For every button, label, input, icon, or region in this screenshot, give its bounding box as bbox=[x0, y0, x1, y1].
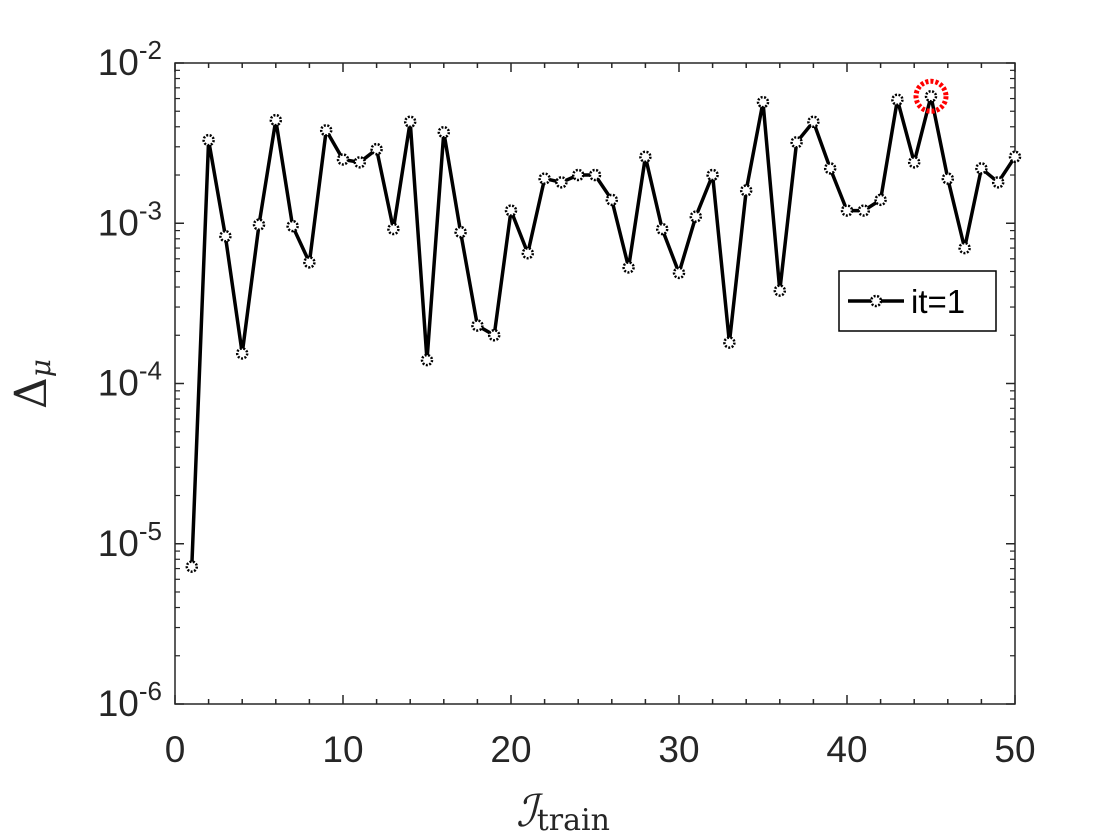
x-tick-label: 10 bbox=[322, 729, 363, 770]
data-point bbox=[555, 176, 568, 189]
y-tick-label: 10-6 bbox=[98, 676, 162, 724]
data-point bbox=[521, 246, 535, 260]
data-point bbox=[387, 222, 400, 236]
data-point bbox=[487, 329, 501, 342]
data-point bbox=[991, 176, 1005, 189]
x-tick-label: 20 bbox=[490, 729, 531, 770]
highlight-marker bbox=[913, 78, 949, 114]
axis-ticks bbox=[174, 62, 1016, 705]
data-point bbox=[454, 225, 467, 239]
data-point bbox=[286, 219, 299, 233]
data-point bbox=[622, 261, 635, 274]
data-point bbox=[874, 193, 887, 207]
data-point bbox=[235, 347, 249, 360]
y-tick-label-base: 10 bbox=[98, 683, 139, 724]
data-point bbox=[723, 336, 736, 349]
data-point bbox=[219, 229, 232, 243]
series-markers bbox=[185, 90, 1022, 573]
y-tick-label-base: 10 bbox=[98, 42, 139, 83]
y-axis-label-sub: μ bbox=[24, 359, 57, 377]
x-tick-label: 30 bbox=[658, 729, 699, 770]
x-tick-label: 50 bbox=[994, 729, 1035, 770]
data-point bbox=[403, 115, 417, 128]
data-point bbox=[773, 284, 787, 297]
legend: it=1 bbox=[838, 270, 997, 332]
data-point bbox=[840, 204, 854, 217]
data-point bbox=[958, 241, 971, 255]
x-tick-label: 40 bbox=[826, 729, 867, 770]
y-tick-label-exponent: -5 bbox=[139, 516, 162, 546]
x-axis-label-sub: train bbox=[537, 803, 610, 838]
data-point bbox=[370, 142, 383, 156]
y-tick-label: 10-3 bbox=[98, 195, 162, 243]
data-point bbox=[319, 124, 333, 137]
data-point bbox=[437, 125, 451, 139]
y-axis-label-main: Δ bbox=[6, 377, 57, 409]
x-tick-label: 0 bbox=[165, 729, 186, 770]
data-point bbox=[739, 184, 753, 197]
data-point bbox=[588, 168, 602, 182]
data-point bbox=[672, 266, 686, 280]
data-point bbox=[420, 353, 434, 367]
x-axis-label: ℐtrain bbox=[516, 786, 610, 838]
data-point bbox=[639, 150, 652, 164]
legend-label: it=1 bbox=[911, 283, 965, 320]
data-point bbox=[504, 204, 518, 217]
y-tick-label-exponent: -3 bbox=[139, 195, 162, 225]
data-point bbox=[336, 153, 350, 166]
y-tick-labels: 10-610-510-410-310-2 bbox=[98, 35, 162, 724]
data-point bbox=[185, 560, 199, 573]
data-point bbox=[689, 210, 703, 223]
data-point bbox=[706, 168, 719, 182]
y-tick-label: 10-4 bbox=[98, 356, 162, 404]
data-point bbox=[1008, 150, 1022, 164]
legend-marker bbox=[869, 294, 883, 308]
data-point bbox=[807, 115, 820, 128]
data-point bbox=[303, 256, 316, 269]
data-point bbox=[655, 222, 669, 236]
y-tick-label-base: 10 bbox=[98, 202, 139, 243]
data-point bbox=[538, 172, 551, 185]
y-tick-label-exponent: -2 bbox=[139, 35, 162, 65]
y-tick-label-exponent: -6 bbox=[139, 676, 162, 706]
data-point bbox=[252, 218, 266, 231]
y-tick-label: 10-5 bbox=[98, 516, 162, 564]
data-point bbox=[941, 172, 955, 185]
y-tick-label-exponent: -4 bbox=[139, 356, 162, 386]
y-tick-label: 10-2 bbox=[98, 35, 162, 83]
data-point bbox=[202, 133, 215, 147]
data-point bbox=[269, 113, 283, 127]
data-point bbox=[907, 156, 921, 169]
data-point bbox=[790, 136, 803, 149]
data-point bbox=[605, 193, 619, 207]
y-tick-label-base: 10 bbox=[98, 523, 139, 564]
data-point bbox=[891, 93, 904, 106]
data-point bbox=[857, 204, 871, 217]
data-point bbox=[571, 168, 585, 182]
data-point bbox=[924, 90, 938, 103]
y-axis-label: Δμ bbox=[6, 359, 57, 409]
x-tick-labels: 0 10 20 30 40 50 bbox=[165, 729, 1036, 770]
data-point bbox=[756, 95, 770, 109]
y-tick-label-base: 10 bbox=[98, 363, 139, 404]
data-point bbox=[353, 156, 367, 169]
data-point bbox=[975, 162, 988, 175]
data-point bbox=[823, 162, 837, 175]
data-point bbox=[471, 319, 484, 332]
